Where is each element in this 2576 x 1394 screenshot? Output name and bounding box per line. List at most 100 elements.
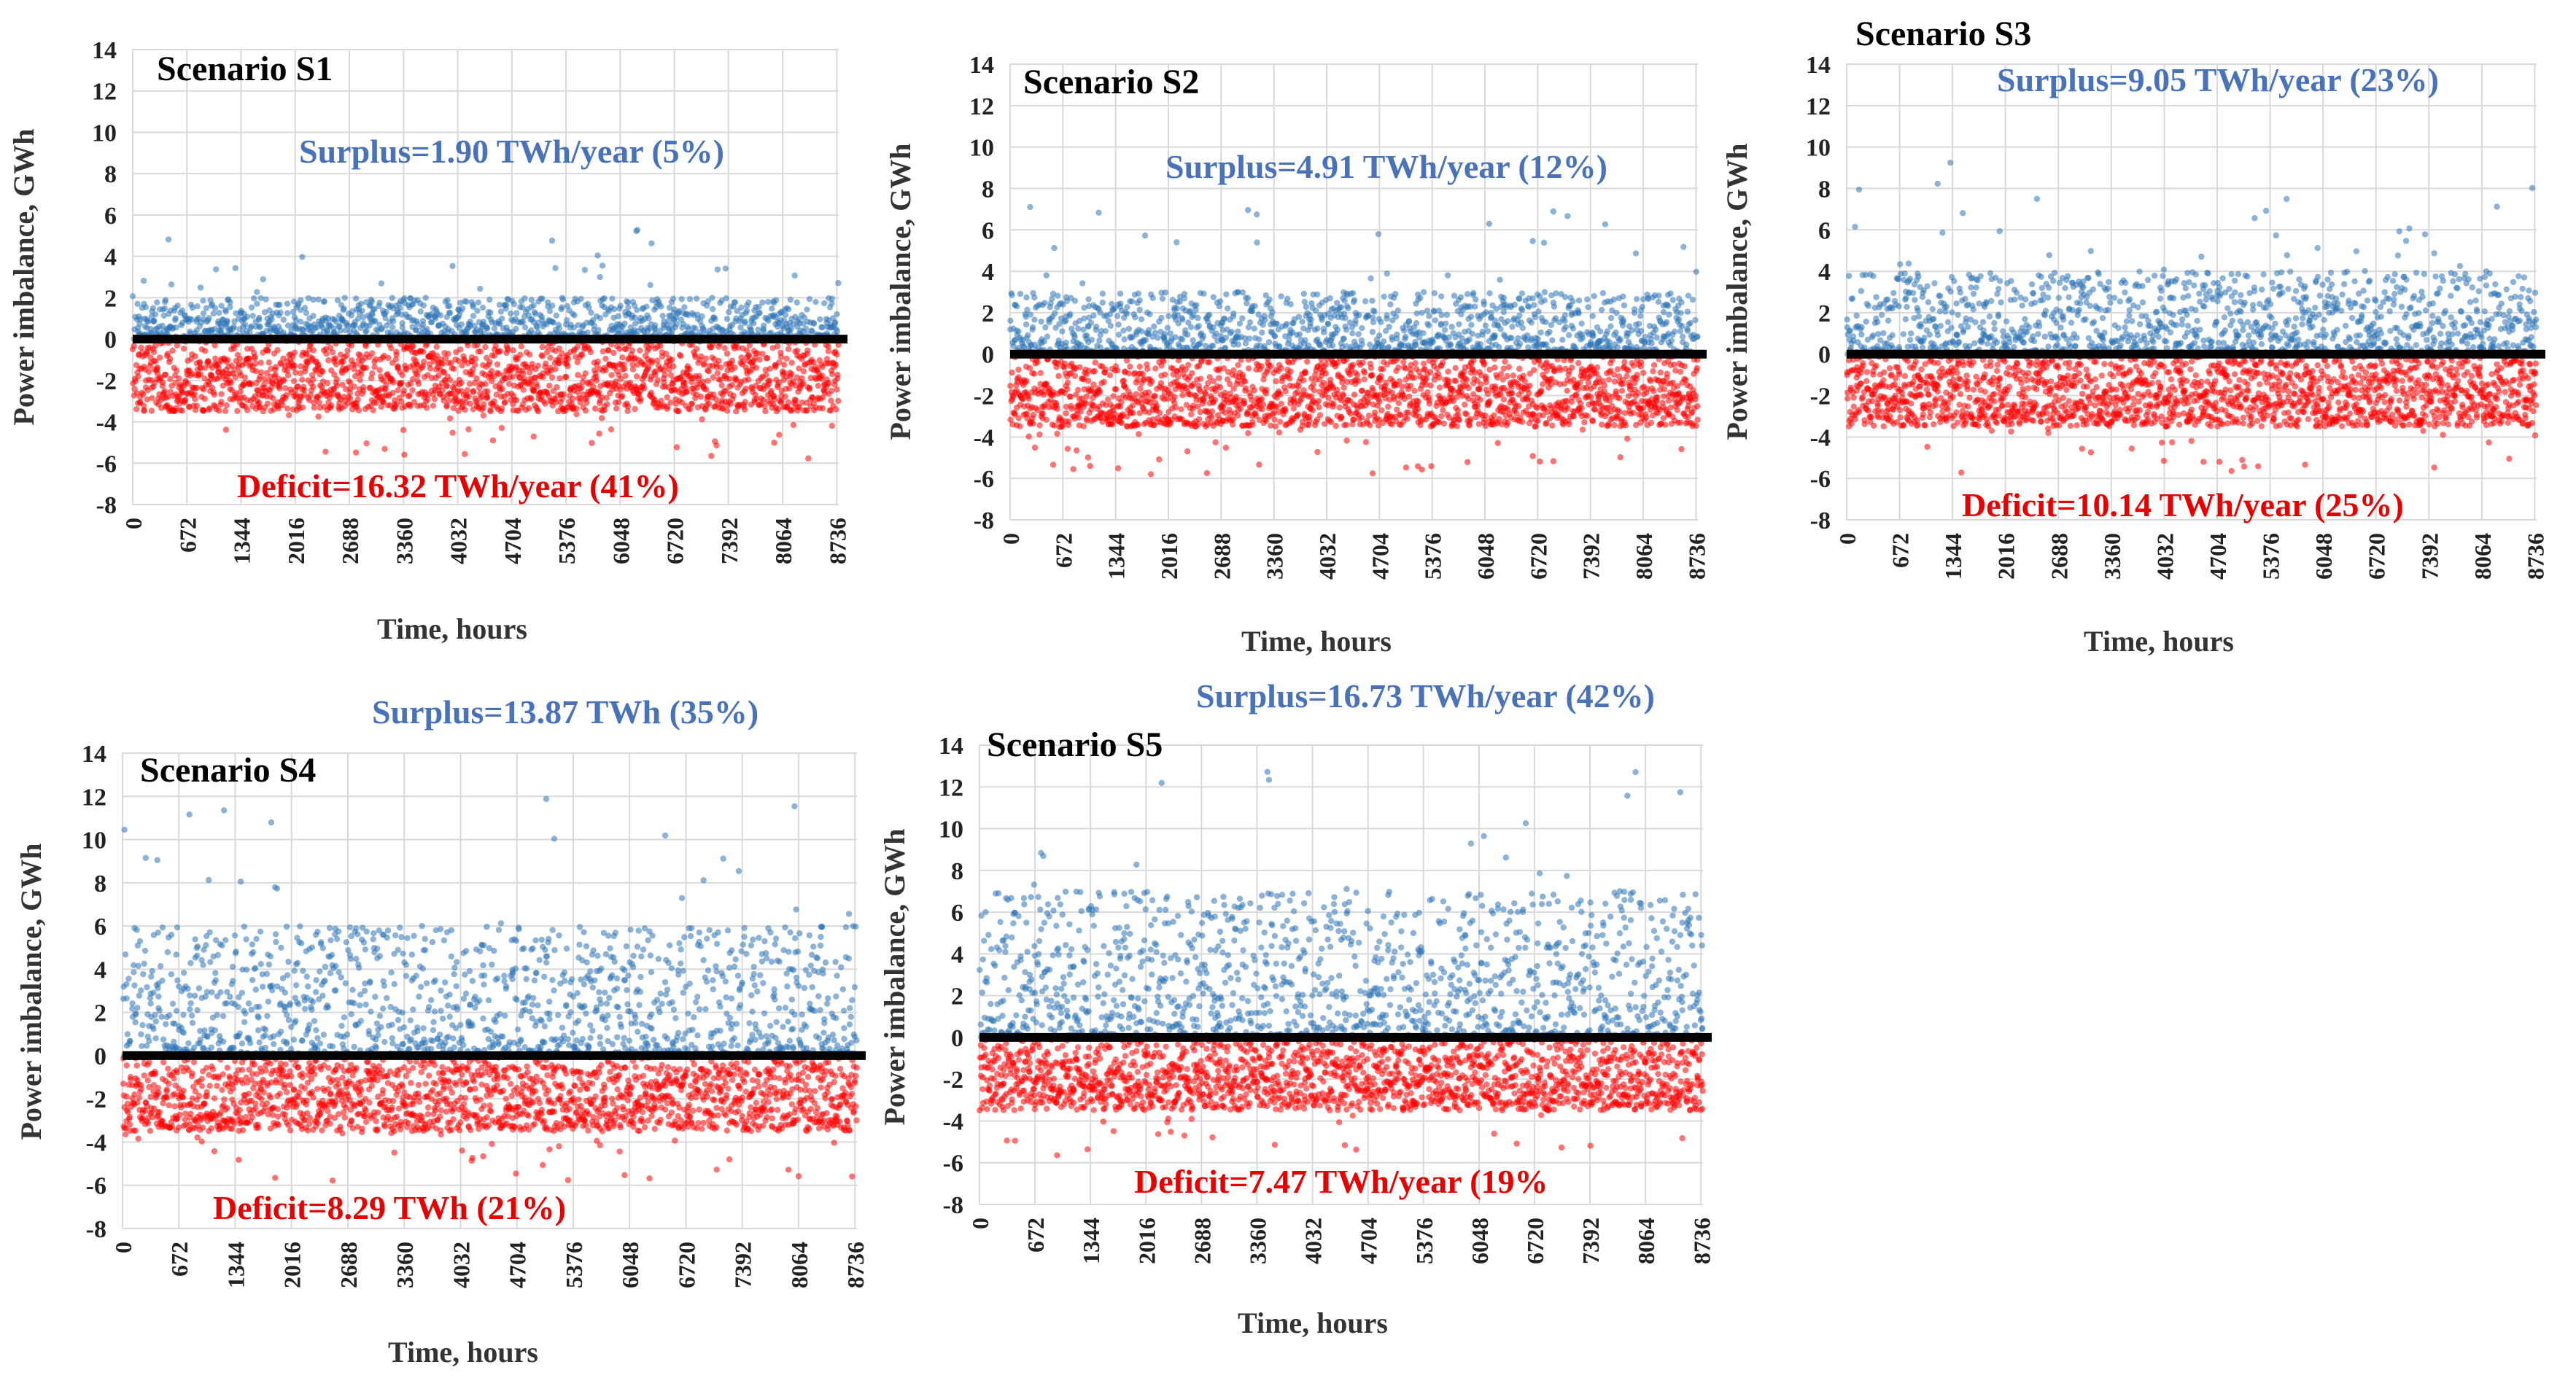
surplus-point [487,309,494,316]
surplus-point [475,299,482,306]
surplus-point [1314,325,1321,332]
surplus-point [726,308,732,316]
deficit-point [430,402,437,409]
surplus-point [299,254,306,260]
deficit-point [543,349,551,356]
surplus-point [1014,303,1020,310]
surplus-point [213,266,220,273]
surplus-point [1349,289,1357,297]
surplus-point [315,296,322,303]
surplus-point [401,295,408,302]
deficit-point [257,359,264,366]
surplus-point [1095,209,1102,216]
deficit-point [161,388,168,394]
surplus-point [357,300,365,307]
deficit-point [325,357,332,364]
surplus-point [1223,291,1230,297]
surplus-point [1505,318,1511,324]
surplus-point [1252,303,1258,309]
surplus-point [1355,331,1362,338]
surplus-point [1639,303,1645,311]
surplus-point [1090,312,1097,319]
surplus-point [1675,316,1683,323]
surplus-point [484,325,491,332]
surplus-point [1528,319,1535,326]
surplus-point [1251,325,1257,332]
surplus-point [1217,298,1224,305]
surplus-point [1518,290,1526,297]
surplus-point [1629,327,1635,334]
surplus-point [804,306,810,313]
surplus-point [477,285,484,292]
deficit-point [389,389,396,397]
surplus-point [1115,331,1122,338]
surplus-point [1441,327,1448,333]
surplus-point [1684,308,1691,315]
x-tick-label: 2016 [283,518,309,564]
surplus-point [1541,297,1548,304]
deficit-point [683,389,690,395]
surplus-point [280,316,287,323]
surplus-point [1579,335,1586,341]
surplus-point [1172,334,1179,340]
surplus-point [263,296,269,303]
deficit-point [629,347,636,354]
surplus-point [1420,330,1427,337]
deficit-point [699,416,705,423]
surplus-point [1438,293,1445,300]
surplus-point [621,320,628,327]
deficit-point [788,359,795,366]
deficit-point [565,362,571,370]
deficit-point [1125,370,1133,377]
deficit-point [420,348,427,355]
surplus-point [1287,301,1294,308]
deficit-point [406,392,413,399]
surplus-point [723,295,729,302]
deficit-point [370,407,376,413]
deficit-point [244,407,251,413]
surplus-point [397,305,403,311]
deficit-point [194,384,201,392]
deficit-point [236,356,244,362]
surplus-point [1087,319,1095,326]
surplus-point [1516,340,1524,347]
surplus-point [1575,310,1582,316]
surplus-point [459,305,466,312]
deficit-point [833,406,839,413]
surplus-point [1584,296,1591,303]
surplus-point [1269,309,1276,316]
deficit-point [1007,383,1014,389]
deficit-point [149,394,155,402]
series-deficit-points [129,335,842,462]
surplus-point [499,315,505,322]
deficit-point [762,408,769,415]
deficit-point [360,383,367,391]
surplus-point [1371,308,1378,315]
surplus-point [503,302,510,308]
deficit-point [573,405,580,412]
surplus-point [216,309,222,316]
deficit-point [829,387,835,394]
surplus-point [584,329,591,336]
surplus-point [1694,333,1701,340]
surplus-point [1135,290,1142,297]
deficit-point [1148,378,1155,385]
deficit-point [499,386,505,392]
x-tick-label: 6048 [1473,533,1499,580]
surplus-point [1259,330,1265,336]
deficit-point [472,356,479,362]
surplus-point [1367,341,1373,348]
surplus-point [1392,314,1400,320]
surplus-point [368,298,376,305]
deficit-point [589,440,595,446]
surplus-point [1561,294,1569,300]
x-tick-label: 1344 [1103,533,1130,580]
deficit-point [166,355,174,362]
surplus-point [1245,206,1252,214]
surplus-point [1107,322,1114,330]
y-axis-label: Power imbalance, GWh [7,128,40,425]
surplus-point [1613,309,1620,316]
surplus-point [1173,239,1180,246]
deficit-point [570,395,576,402]
surplus-point [389,324,396,331]
